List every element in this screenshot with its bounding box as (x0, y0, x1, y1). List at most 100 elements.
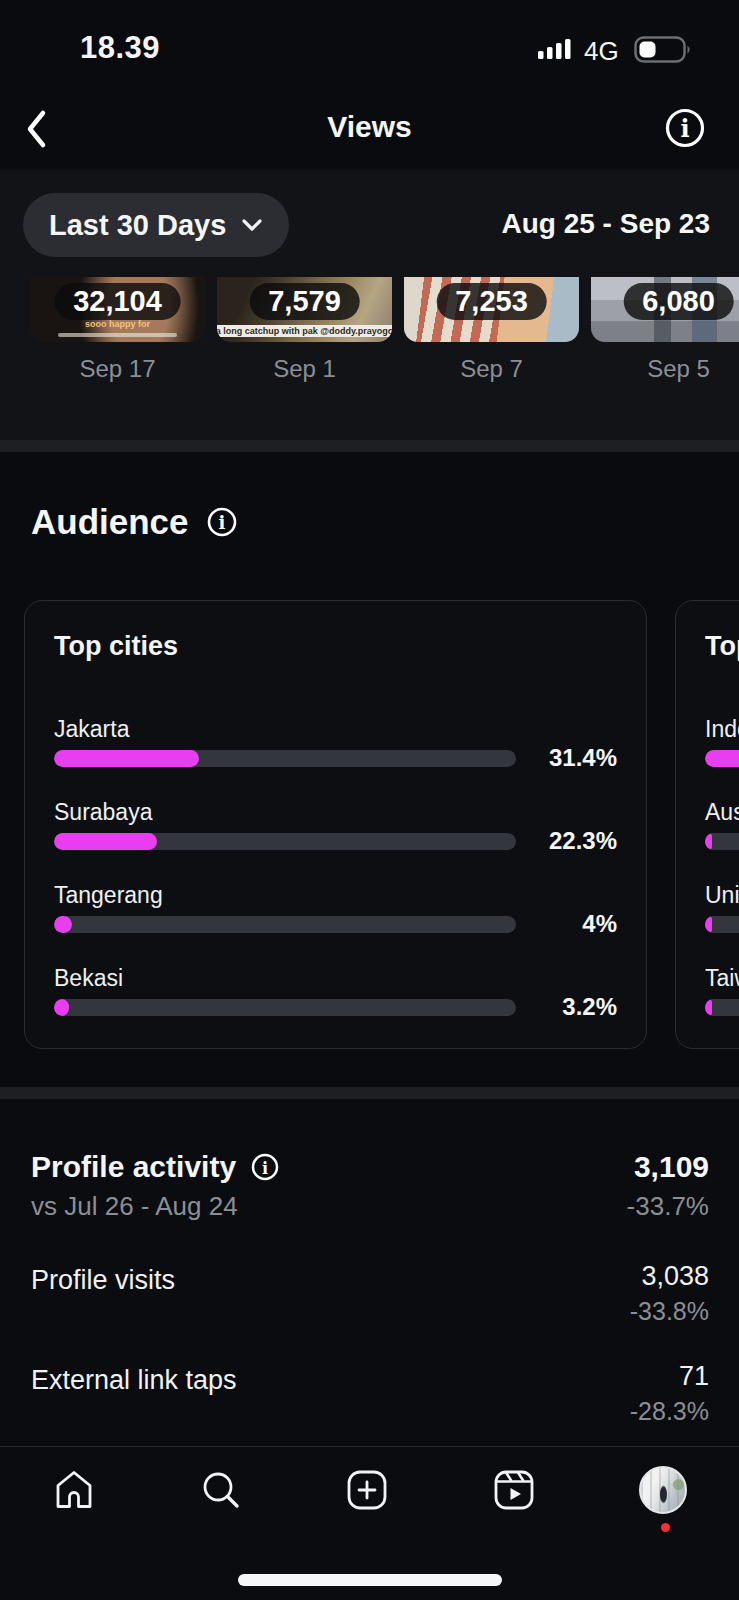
post-caption: sooo happy for (30, 319, 205, 329)
content-band: Last 30 Days Aug 25 - Sep 23 sooo happy … (0, 170, 739, 440)
reels-icon (492, 1468, 536, 1512)
section-divider (0, 1087, 739, 1099)
reels-tab[interactable] (490, 1466, 538, 1514)
post-thumbnail[interactable]: 7,253 (404, 277, 579, 342)
bar-track (705, 916, 739, 933)
metric-row: Profile visits 3,038 -33.8% (31, 1261, 709, 1331)
home-icon (52, 1468, 96, 1512)
metric-label: Profile visits (31, 1265, 175, 1296)
view-count-badge: 7,579 (249, 283, 360, 320)
bar-row: Bekasi 3.2% (54, 965, 617, 1048)
info-icon[interactable]: i (250, 1152, 280, 1182)
profile-activity-section: Profile activity i 3,109 vs Jul 26 - Aug… (0, 1099, 739, 1446)
chevron-down-icon (241, 218, 263, 232)
card-title: Top countries (705, 631, 739, 662)
home-tab[interactable] (50, 1466, 98, 1514)
post-date: Sep 1 (217, 355, 392, 383)
section-divider (0, 440, 739, 452)
create-tab[interactable] (343, 1466, 391, 1514)
bar-track (54, 750, 516, 767)
bar-fill (54, 916, 72, 933)
metric-value: 3,038 (641, 1261, 709, 1292)
bar-row: Jakarta 31.4% (54, 716, 617, 799)
bar-fill (54, 750, 199, 767)
bar-fill (705, 999, 712, 1016)
post-date: Sep 5 (591, 355, 739, 383)
bar-fill (54, 999, 69, 1016)
bar-label: Indonesia (705, 716, 739, 743)
bar-row: United States (705, 882, 739, 965)
notification-dot (661, 1523, 670, 1532)
battery-icon (634, 36, 696, 63)
search-icon (199, 1468, 243, 1512)
top-content-carousel: sooo happy for 32,104 a long catchup wit… (30, 277, 739, 342)
page-title: Views (0, 110, 739, 144)
post-date: Sep 7 (404, 355, 579, 383)
period-filter-label: Last 30 Days (49, 209, 226, 242)
metric-delta: -28.3% (630, 1397, 709, 1426)
profile-activity-title: Profile activity (31, 1150, 236, 1184)
post-thumbnail[interactable]: 6,080 (591, 277, 739, 342)
svg-text:i: i (218, 512, 225, 533)
compare-period-label: vs Jul 26 - Aug 24 (31, 1191, 238, 1222)
bar-label: Bekasi (54, 965, 617, 992)
profile-activity-delta: -33.7% (627, 1191, 709, 1222)
view-count-badge: 32,104 (54, 283, 181, 320)
status-time: 18.39 (80, 30, 160, 66)
bar-row: Taiwan (705, 965, 739, 1048)
card-title: Top cities (54, 631, 617, 662)
bar-label: Jakarta (54, 716, 617, 743)
post-caption: a long catchup with pak @doddy.prayogo (217, 325, 392, 337)
bar-row: Indonesia (705, 716, 739, 799)
profile-activity-total: 3,109 (634, 1150, 709, 1184)
home-indicator[interactable] (238, 1574, 502, 1586)
signal-strength-icon (538, 39, 574, 59)
bar-track (705, 833, 739, 850)
view-count-badge: 7,253 (436, 283, 547, 320)
metric-value: 71 (679, 1361, 709, 1392)
bar-label: Taiwan (705, 965, 739, 992)
bar-row: Surabaya 22.3% (54, 799, 617, 882)
post-dates-row: Sep 17 Sep 1 Sep 7 Sep 5 (30, 355, 739, 383)
bar-label: United States (705, 882, 739, 909)
bar-fill (54, 833, 157, 850)
audience-section: Audience i Top cities Jakarta 31.4% Sura… (0, 452, 739, 1087)
bar-row: Australia (705, 799, 739, 882)
network-type-label: 4G (584, 36, 619, 67)
bar-track (54, 999, 516, 1016)
bar-percent: 22.3% (549, 827, 617, 855)
period-filter-dropdown[interactable]: Last 30 Days (23, 193, 289, 257)
post-caption-line2 (58, 333, 177, 337)
post-thumbnail[interactable]: a long catchup with pak @doddy.prayogo 7… (217, 277, 392, 342)
metric-label: External link taps (31, 1365, 237, 1396)
bar-fill (705, 833, 712, 850)
profile-tab-avatar[interactable] (639, 1466, 687, 1514)
bar-track (54, 916, 516, 933)
bar-fill (705, 750, 739, 767)
info-icon[interactable]: i (206, 506, 238, 538)
bar-track (705, 999, 739, 1016)
bottom-tab-bar (0, 1446, 739, 1600)
svg-text:i: i (680, 114, 689, 143)
instagram-insights-views-screen: 18.39 4G Views i Last 30 Days Aug 25 - S… (0, 0, 739, 1600)
date-range-label: Aug 25 - Sep 23 (501, 208, 710, 240)
search-tab[interactable] (197, 1466, 245, 1514)
bar-track (54, 833, 516, 850)
bar-row: Tangerang 4% (54, 882, 617, 965)
bar-label: Surabaya (54, 799, 617, 826)
bar-percent: 31.4% (549, 744, 617, 772)
top-countries-card: Top countries Indonesia Australia United… (675, 600, 739, 1049)
metric-row: External link taps 71 -28.3% (31, 1361, 709, 1431)
post-thumbnail[interactable]: sooo happy for 32,104 (30, 277, 205, 342)
top-cities-card: Top cities Jakarta 31.4% Surabaya 22.3% … (24, 600, 647, 1049)
audience-title: Audience (31, 502, 189, 542)
bar-percent: 3.2% (562, 993, 617, 1021)
info-icon[interactable]: i (663, 106, 707, 150)
post-date: Sep 17 (30, 355, 205, 383)
svg-text:i: i (262, 1159, 268, 1178)
bar-fill (705, 916, 712, 933)
metric-delta: -33.8% (630, 1297, 709, 1326)
create-plus-icon (345, 1468, 389, 1512)
bar-percent: 4% (582, 910, 617, 938)
bar-label: Tangerang (54, 882, 617, 909)
